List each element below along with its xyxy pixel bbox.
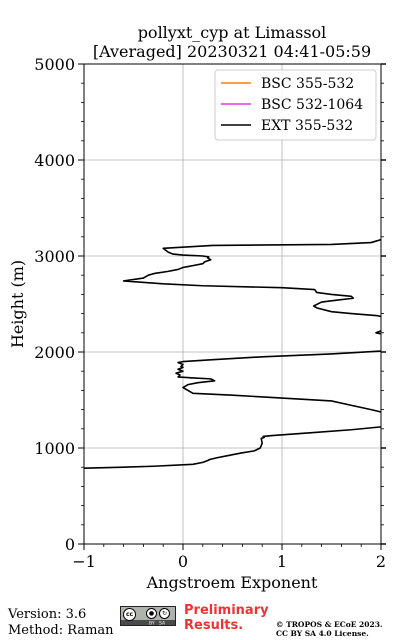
y-tick-label: 0 — [65, 535, 75, 554]
by-icon: ● — [146, 608, 157, 619]
x-tick-label: 1 — [277, 552, 287, 571]
legend-label-ext-355-532: EXT 355-532 — [261, 118, 353, 134]
chart-title-line-1: pollyxt_cyp at Limassol — [138, 23, 327, 42]
copyright-line-2: CC BY SA 4.0 License. — [276, 629, 369, 638]
x-axis-label: Angstroem Exponent — [146, 573, 318, 592]
sa-text: SA — [159, 621, 166, 627]
by-text: BY — [149, 621, 155, 627]
preliminary-line-2: Results. — [184, 618, 244, 633]
cc-icon: cc — [123, 608, 136, 621]
legend-label-bsc-355-532: BSC 355-532 — [261, 76, 354, 92]
y-tick-label: 1000 — [34, 439, 75, 458]
legend-label-bsc-532-1064: BSC 532-1064 — [261, 97, 363, 113]
version-text: Version: 3.6 — [8, 607, 87, 622]
sa-icon: ↻ — [159, 608, 170, 619]
cc-badge-text-strip: BY SA — [149, 621, 166, 627]
plot-frame — [83, 63, 382, 545]
copyright-line-1: © TROPOS & ECoE 2023. — [276, 620, 383, 629]
chart-title-line-2: [Averaged] 20230321 04:41-05:59 — [93, 42, 371, 61]
legend: BSC 355-532 BSC 532-1064 EXT 355-532 — [214, 69, 377, 141]
y-tick-label: 3000 — [34, 247, 75, 266]
x-tick-label: 2 — [376, 552, 386, 571]
cc-license-badge: cc ● ↻ BY SA — [120, 606, 176, 626]
preliminary-notice: Preliminary Results. — [184, 603, 269, 633]
legend-box — [214, 69, 377, 141]
copyright-notice: © TROPOS & ECoE 2023. CC BY SA 4.0 Licen… — [276, 620, 383, 638]
preliminary-line-1: Preliminary — [184, 603, 269, 618]
series-layer — [84, 238, 381, 469]
y-tick-label: 5000 — [34, 55, 75, 74]
footer-info: Version: 3.6 Method: Raman — [8, 607, 114, 639]
y-axis-label: Height (m) — [8, 260, 27, 348]
x-tick-label: −1 — [72, 552, 96, 571]
method-text: Method: Raman — [8, 623, 114, 638]
x-tick-label: 0 — [178, 552, 188, 571]
y-tick-label: 4000 — [34, 151, 75, 170]
y-tick-label: 2000 — [34, 343, 75, 362]
series-line-ext-355-532 — [84, 238, 381, 469]
